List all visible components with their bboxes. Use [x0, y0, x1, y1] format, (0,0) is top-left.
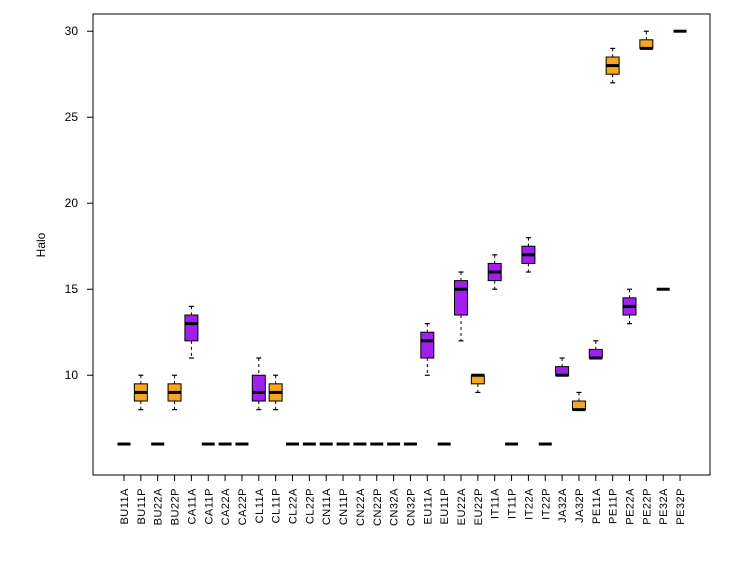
box-body — [251, 374, 266, 402]
x-tick-label: IT22A — [523, 488, 535, 520]
x-tick-label: CL22A — [288, 488, 300, 524]
box-ja32a — [555, 357, 570, 377]
x-tick-label: IT11P — [507, 488, 519, 519]
box-pe11p — [605, 47, 620, 84]
box-pe22a — [622, 288, 637, 325]
x-axis-labels: BU11A BU11P BU22A BU22P CA11A CA11P CA22A CA22P… — [119, 475, 687, 526]
x-tick-label: CL22P — [304, 488, 316, 524]
x-tick-label: JA32A — [557, 488, 569, 523]
x-tick-label: CN32A — [389, 488, 401, 526]
x-tick-label: CN11A — [321, 488, 333, 525]
x-tick-label: EU11A — [422, 488, 434, 525]
x-tick-label: PE22P — [641, 488, 653, 525]
y-axis-title: Halo — [34, 232, 48, 257]
box-pe11a — [588, 340, 603, 360]
x-tick-label: CA22A — [220, 488, 232, 526]
x-tick-label: BU22P — [170, 488, 182, 525]
box-bu11p — [133, 374, 148, 411]
box-cl11a — [251, 357, 266, 411]
y-tick-label: 20 — [65, 196, 79, 210]
box-body — [184, 314, 199, 342]
x-tick-label: CN22P — [372, 488, 384, 526]
x-tick-label: CN11P — [338, 488, 350, 525]
x-tick-label: PE11A — [591, 488, 603, 524]
x-tick-label: EU11P — [439, 488, 451, 525]
x-tick-label: BU22A — [153, 488, 165, 526]
box-it11a — [487, 254, 502, 290]
x-tick-label: PE11P — [608, 488, 620, 524]
x-tick-label: CA22P — [237, 488, 249, 525]
box-body — [454, 280, 468, 316]
x-tick-label: PE32P — [675, 488, 687, 525]
plot-frame — [92, 13, 711, 476]
y-tick-label: 10 — [65, 368, 79, 382]
x-tick-label: CN22A — [355, 488, 367, 526]
box-bu22p — [167, 374, 182, 411]
x-tick-label: EU22P — [473, 488, 485, 525]
y-tick-label: 25 — [65, 110, 79, 124]
x-tick-label: JA32P — [574, 488, 586, 523]
y-axis: 10 15 20 25 30 — [65, 24, 93, 382]
x-tick-label: CA11P — [203, 488, 215, 525]
box-eu22a — [454, 271, 468, 342]
boxes-layer — [117, 29, 687, 446]
x-tick-label: PE22A — [625, 488, 637, 525]
x-tick-label: PE32A — [658, 488, 670, 525]
box-eu11a — [420, 323, 435, 376]
x-tick-label: CA11A — [186, 488, 198, 525]
x-tick-label: EU22A — [456, 488, 468, 526]
x-tick-label: BU11A — [119, 488, 131, 525]
y-tick-label: 30 — [65, 24, 79, 38]
box-body — [420, 331, 435, 359]
x-tick-label: CN32P — [405, 488, 417, 526]
box-it22a — [521, 237, 536, 273]
x-tick-label: BU11P — [136, 488, 148, 525]
x-tick-label: IT11A — [490, 488, 502, 519]
box-cl11p — [268, 374, 283, 411]
box-pe22p — [639, 30, 654, 50]
box-ja32p — [571, 391, 586, 412]
box-ca11a — [184, 305, 199, 359]
x-tick-label: CL11A — [254, 488, 266, 523]
box-eu22p — [470, 373, 485, 394]
x-tick-label: CL11P — [271, 488, 283, 523]
y-tick-label: 15 — [65, 282, 79, 296]
x-tick-label: IT22P — [540, 488, 552, 520]
